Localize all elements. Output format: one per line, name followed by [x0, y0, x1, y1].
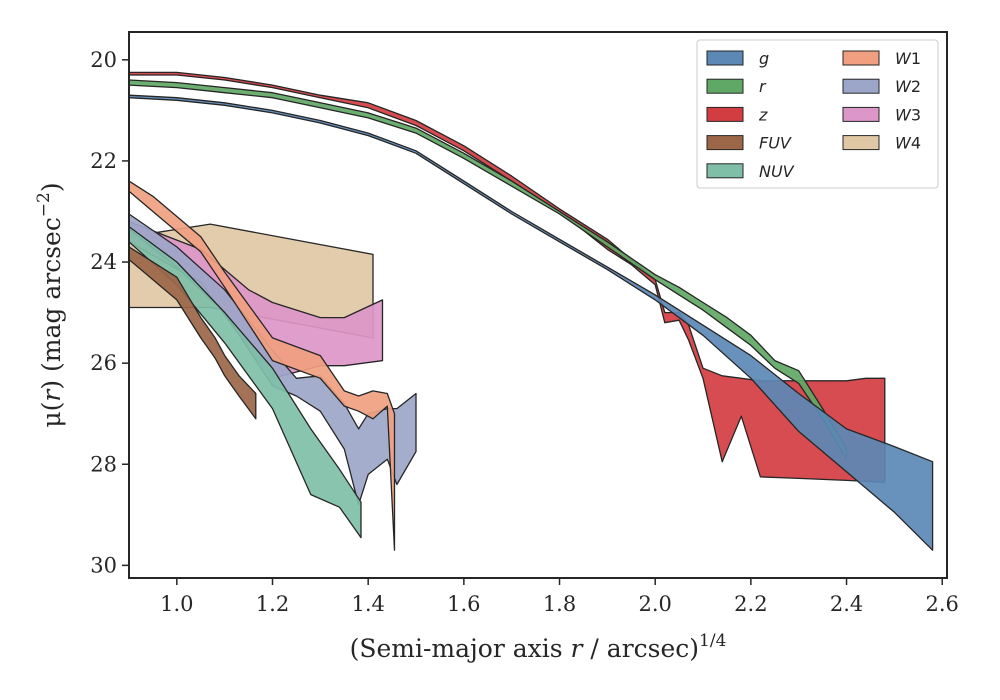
legend-label-z: z: [758, 105, 768, 124]
y-axis-title: μ(r) (mag arcsec−2): [34, 182, 66, 427]
legend-label-fuv: FUV: [759, 134, 792, 153]
legend-label-nuv: NUV: [759, 162, 795, 181]
x-axis-title: (Semi-major axis r / arcsec)1/4: [350, 631, 727, 663]
legend-swatch-nuv: [706, 163, 744, 179]
x-tick-label: 1.4: [351, 592, 384, 616]
legend-swatch-w3: [842, 106, 880, 122]
legend-label-g: g: [759, 49, 769, 68]
legend-swatch-w4: [842, 135, 880, 151]
x-tick-label: 2.4: [830, 592, 863, 616]
legend-swatch-r: [706, 78, 744, 94]
x-tick-label: 1.8: [543, 592, 576, 616]
x-tick-label: 1.6: [447, 592, 480, 616]
legend: grz FUV NUV W1 W2 W3 W4: [696, 39, 939, 189]
x-axis: 1.0 1.2 1.4 1.6 1.8 2.0 2.2 2.4 2.6: [160, 578, 959, 616]
legend-label-w1: W1: [895, 49, 921, 68]
legend-label-w2: W2: [895, 77, 921, 96]
legend-label-w4: W4: [895, 134, 921, 153]
legend-swatch-w2: [842, 78, 880, 94]
band-g: [128, 94, 934, 551]
y-tick-label: 22: [90, 149, 117, 173]
x-tick-label: 1.2: [256, 592, 289, 616]
y-tick-label: 28: [90, 452, 117, 476]
legend-swatch-z: [706, 106, 744, 122]
y-tick-label: 26: [90, 351, 117, 375]
band-series: [128, 71, 934, 551]
legend-swatch-w1: [842, 50, 880, 66]
y-axis: 20 22 24 26 28 30: [90, 48, 129, 577]
x-tick-label: 2.0: [638, 592, 671, 616]
x-tick-label: 2.2: [734, 592, 767, 616]
y-tick-label: 30: [90, 553, 117, 577]
band-fuv: [128, 246, 257, 420]
y-tick-label: 24: [90, 250, 117, 274]
x-tick-label: 1.0: [160, 592, 193, 616]
band-w1: [128, 180, 396, 551]
y-tick-label: 20: [90, 48, 117, 72]
legend-label-w3: W3: [895, 105, 921, 124]
x-tick-label: 2.6: [926, 592, 959, 616]
legend-swatch-g: [706, 50, 744, 66]
legend-swatch-fuv: [706, 135, 744, 151]
legend-label-r: r: [759, 77, 767, 96]
plot-frame: [128, 31, 948, 579]
